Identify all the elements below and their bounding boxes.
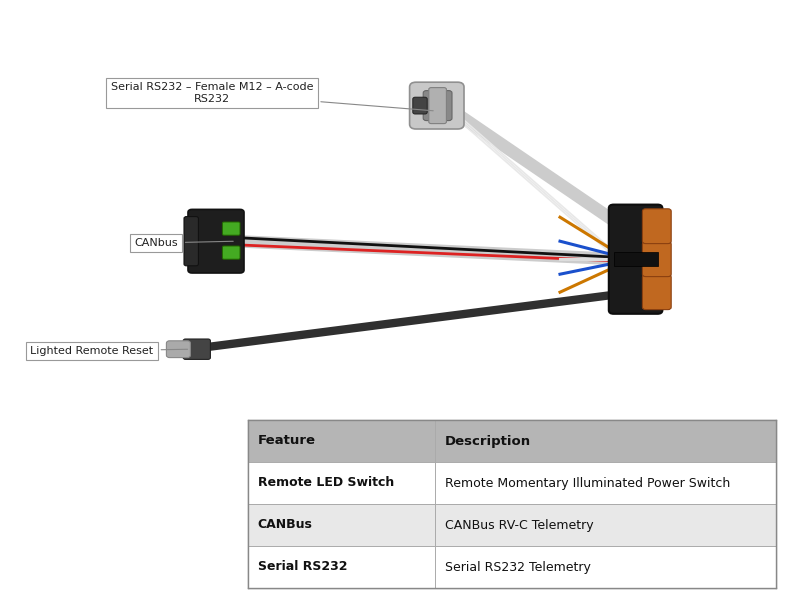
FancyBboxPatch shape (183, 339, 210, 359)
Text: CANBus: CANBus (258, 518, 313, 532)
Text: Feature: Feature (258, 434, 315, 448)
FancyBboxPatch shape (248, 546, 776, 588)
FancyBboxPatch shape (166, 341, 190, 358)
Text: Serial RS232 Telemetry: Serial RS232 Telemetry (445, 560, 591, 574)
Text: Lighted Remote Reset: Lighted Remote Reset (30, 346, 188, 356)
FancyBboxPatch shape (429, 88, 446, 124)
Text: Remote LED Switch: Remote LED Switch (258, 476, 394, 490)
FancyBboxPatch shape (423, 91, 452, 121)
FancyBboxPatch shape (248, 420, 776, 588)
Text: Serial RS232: Serial RS232 (258, 560, 347, 574)
FancyBboxPatch shape (184, 217, 198, 266)
FancyBboxPatch shape (248, 504, 776, 546)
FancyBboxPatch shape (614, 252, 658, 266)
FancyBboxPatch shape (642, 209, 671, 244)
Text: CANbus: CANbus (134, 238, 234, 248)
FancyBboxPatch shape (188, 209, 244, 273)
FancyBboxPatch shape (410, 82, 464, 129)
Text: Remote Momentary Illuminated Power Switch: Remote Momentary Illuminated Power Switc… (445, 476, 730, 490)
FancyBboxPatch shape (248, 420, 776, 462)
FancyBboxPatch shape (248, 462, 776, 504)
FancyBboxPatch shape (642, 242, 671, 277)
FancyBboxPatch shape (222, 246, 240, 259)
Text: Serial RS232 – Female M12 – A-code
RS232: Serial RS232 – Female M12 – A-code RS232 (110, 82, 434, 111)
FancyBboxPatch shape (413, 97, 427, 114)
Text: CANBus RV-C Telemetry: CANBus RV-C Telemetry (445, 518, 594, 532)
FancyBboxPatch shape (222, 222, 240, 235)
FancyBboxPatch shape (642, 275, 671, 310)
FancyBboxPatch shape (609, 205, 662, 314)
Text: Description: Description (445, 434, 531, 448)
